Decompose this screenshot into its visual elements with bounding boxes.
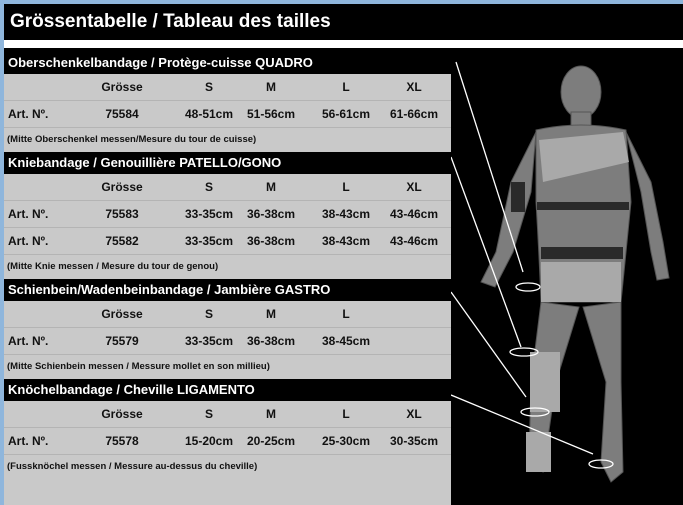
article-row: Art. Nº. 75584 48-51cm 51-56cm 56-61cm 61-66c… — [4, 101, 451, 128]
size-header-cell: XL — [406, 180, 422, 194]
article-cell: Art. Nº. — [8, 207, 49, 221]
size-header-cell: L — [342, 80, 350, 94]
article-cell: 33-35cm — [184, 207, 234, 221]
content: Grössentabelle / Tableau des tailles Obe… — [4, 4, 683, 505]
article-cell: Art. Nº. — [8, 234, 49, 248]
size-header-cell: M — [266, 80, 276, 94]
section-heading: Kniebandage / Genouillière PATELLO/GONO — [4, 152, 451, 174]
article-cell: 30-35cm — [389, 434, 439, 448]
size-header-cell: M — [266, 407, 276, 421]
article-cell: 43-46cm — [389, 234, 439, 248]
article-cell: 33-35cm — [184, 334, 234, 348]
size-header-cell: Grösse — [101, 307, 143, 321]
article-cell: 36-38cm — [246, 207, 296, 221]
size-header-cell: Grösse — [101, 180, 143, 194]
article-cell: 75584 — [105, 107, 139, 121]
size-header-row: Grösse S M L — [4, 301, 451, 328]
size-header-cell: Grösse — [101, 80, 143, 94]
article-cell: 20-25cm — [246, 434, 296, 448]
size-header-cell: L — [342, 407, 350, 421]
measure-note: (Mitte Oberschenkel messen/Mesure du tou… — [7, 134, 257, 145]
article-cell: 38-45cm — [321, 334, 371, 348]
size-header-cell: M — [266, 307, 276, 321]
size-header-cell: S — [204, 307, 213, 321]
article-cell: 75583 — [105, 207, 139, 221]
article-cell: 61-66cm — [389, 107, 439, 121]
article-cell: 51-56cm — [246, 107, 296, 121]
article-cell: 75579 — [105, 334, 139, 348]
article-cell: 75578 — [105, 434, 139, 448]
size-header-row: Grösse S M L XL — [4, 74, 451, 101]
size-header-cell: L — [342, 307, 350, 321]
article-cell: 15-20cm — [184, 434, 234, 448]
size-header-row: Grösse S M L XL — [4, 401, 451, 428]
article-row: Art. Nº. 75583 33-35cm 36-38cm 38-43cm 43-46c… — [4, 201, 451, 228]
article-cell: 36-38cm — [246, 234, 296, 248]
article-cell: Art. Nº. — [8, 334, 49, 348]
article-cell: 43-46cm — [389, 207, 439, 221]
article-cell: Art. Nº. — [8, 434, 49, 448]
article-cell: Art. Nº. — [8, 107, 49, 121]
measure-note: (Fussknöchel messen / Messure au-dessus … — [7, 461, 258, 472]
size-header-row: Grösse S M L XL — [4, 174, 451, 201]
section-heading: Knöchelbandage / Cheville LIGAMENTO — [4, 379, 451, 401]
size-header-cell: M — [266, 180, 276, 194]
article-row: Art. Nº. 75578 15-20cm 20-25cm 25-30cm 30-35c… — [4, 428, 451, 455]
article-cell: 38-43cm — [321, 207, 371, 221]
article-row: Art. Nº. 75582 33-35cm 36-38cm 38-43cm 43-46c… — [4, 228, 451, 255]
article-cell: 38-43cm — [321, 234, 371, 248]
article-cell: 75582 — [105, 234, 139, 248]
section-heading: Schienbein/Wadenbeinbandage / Jambière G… — [4, 279, 451, 301]
size-header-cell: L — [342, 180, 350, 194]
measure-note: (Mitte Knie messen / Mesure du tour de g… — [7, 261, 219, 272]
article-cell: 33-35cm — [184, 234, 234, 248]
section-heading: Oberschenkelbandage / Protège-cuisse QUA… — [4, 52, 451, 74]
article-row: Art. Nº. 75579 33-35cm 36-38cm 38-45cm — [4, 328, 451, 355]
size-header-cell: Grösse — [101, 407, 143, 421]
article-cell: 25-30cm — [321, 434, 371, 448]
separator — [4, 40, 683, 48]
measure-note: (Mitte Schienbein messen / Messure molle… — [7, 361, 270, 372]
article-cell: 48-51cm — [184, 107, 234, 121]
body-figure — [451, 61, 670, 483]
size-header-cell: XL — [406, 407, 422, 421]
size-header-cell: S — [204, 80, 213, 94]
size-header-cell: XL — [406, 80, 422, 94]
size-header-cell: S — [204, 407, 213, 421]
size-table: Oberschenkelbandage / Protège-cuisse QUA… — [4, 52, 451, 505]
size-header-cell: S — [204, 180, 213, 194]
title-bar: Grössentabelle / Tableau des tailles — [10, 11, 331, 32]
article-cell: 36-38cm — [246, 334, 296, 348]
article-cell: 56-61cm — [321, 107, 371, 121]
